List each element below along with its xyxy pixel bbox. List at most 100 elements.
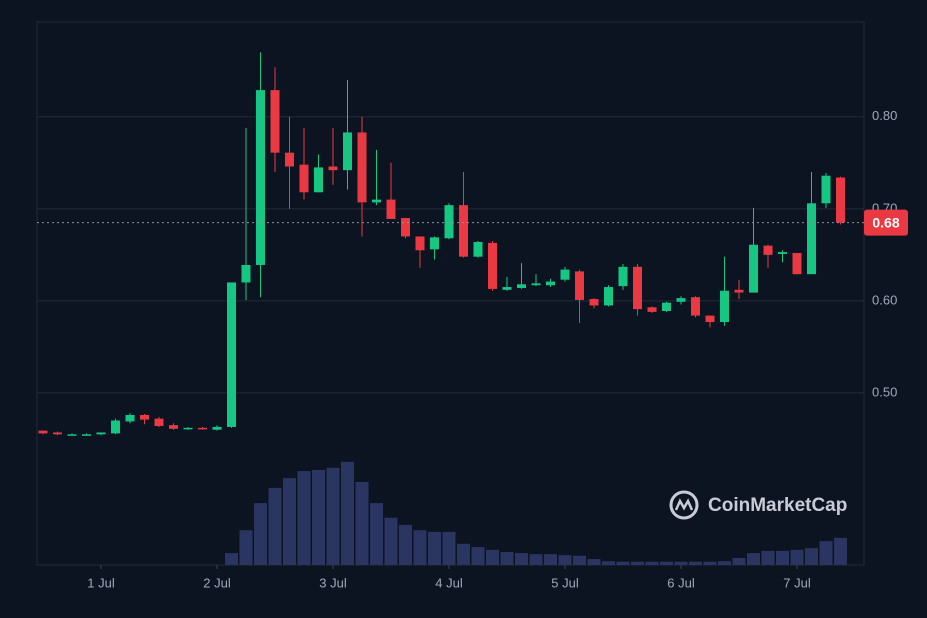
candle-body [328, 166, 338, 171]
candle-body [836, 177, 845, 223]
volume-bar [761, 550, 775, 565]
x-tick-label: 3 Jul [319, 575, 347, 590]
candle-body [285, 152, 294, 167]
candle-body [459, 205, 468, 257]
candle-body [749, 244, 758, 293]
volume-bar [225, 553, 238, 565]
candle-body [38, 430, 48, 434]
volume-bar [776, 550, 789, 565]
candle-body [227, 282, 236, 427]
watermark-logo-mark [674, 498, 694, 511]
watermark: CoinMarketCap [708, 495, 847, 516]
candle-body [560, 269, 570, 280]
candle-body [778, 252, 787, 254]
candle-body [517, 284, 526, 288]
volume-bar [558, 555, 572, 565]
volume-bar [718, 561, 731, 565]
candle-body [720, 290, 729, 323]
volume-bar [413, 530, 427, 565]
x-tick-label: 2 Jul [203, 575, 231, 590]
candle-body [502, 287, 512, 290]
y-tick-label: 0.80 [872, 108, 897, 123]
watermark-group: CoinMarketCap [669, 490, 847, 520]
candle-body [299, 164, 309, 193]
axis-layer: 0.500.600.700.801 Jul 2 Jul 3 Jul 4 Jul 5 Ju… [37, 108, 908, 590]
candle-layer [38, 52, 845, 436]
volume-bar [631, 561, 644, 565]
candle-body [256, 90, 265, 265]
candle-body [53, 432, 62, 435]
volume-bar [834, 537, 847, 565]
candle-body [372, 199, 381, 203]
candle-body [676, 298, 686, 302]
x-tick-label: 1 Jul [87, 575, 115, 590]
volume-bar [805, 548, 818, 565]
volume-bar [645, 561, 659, 565]
volume-bar [573, 555, 586, 565]
candle-body [386, 199, 396, 219]
candle-body [792, 253, 802, 275]
candle-body [807, 203, 816, 275]
volume-bar [457, 543, 470, 565]
candle-body [430, 237, 439, 250]
volume-bar [587, 559, 601, 565]
candle-body [691, 297, 700, 316]
volume-bar [819, 541, 833, 565]
candle-body [357, 132, 367, 203]
candle-body [67, 434, 77, 436]
volume-bar [268, 487, 282, 565]
volume-bar [341, 461, 354, 565]
candle-body [444, 205, 454, 239]
candle-body [734, 289, 744, 293]
volume-bar [355, 481, 369, 565]
candle-body [705, 315, 715, 323]
y-tick-label: 0.60 [872, 292, 897, 307]
candle-body [589, 299, 599, 306]
y-tick-label: 0.50 [872, 384, 897, 399]
volume-bar [254, 503, 267, 565]
volume-bar [384, 517, 398, 565]
candle-body [314, 167, 323, 193]
volume-bar [674, 561, 688, 565]
candle-body [183, 427, 193, 430]
candle-body [821, 175, 831, 204]
volume-bar [500, 551, 514, 565]
candle-body [546, 281, 555, 286]
candle-body [241, 264, 251, 283]
candle-body [763, 245, 773, 255]
candle-body [125, 414, 135, 422]
volume-bar [428, 531, 441, 565]
volume-bar [660, 561, 673, 565]
volume-bar [370, 503, 383, 565]
volume-layer [225, 461, 847, 565]
candle-body [488, 242, 497, 289]
price-label: 0.68 [872, 214, 899, 230]
volume-bar [602, 561, 615, 565]
volume-bar [239, 530, 253, 565]
x-tick-label: 7 Jul [783, 575, 811, 590]
volume-bar [790, 549, 804, 565]
volume-bar [312, 469, 325, 565]
volume-bar [442, 531, 456, 565]
candle-body [473, 241, 483, 257]
candle-body [212, 426, 222, 430]
volume-bar [616, 561, 630, 565]
watermark-logo [669, 490, 699, 520]
candle-body [662, 302, 671, 311]
candle-body [96, 432, 106, 435]
volume-bar [689, 561, 702, 565]
price-label-bg [864, 209, 908, 236]
x-tick-label: 4 Jul [435, 575, 463, 590]
candle-body [270, 90, 280, 153]
candle-body [140, 414, 149, 420]
volume-bar [399, 524, 412, 565]
candle-body [647, 307, 657, 312]
volume-bar [486, 549, 499, 565]
volume-bar [544, 554, 557, 565]
x-tick-label: 6 Jul [667, 575, 695, 590]
candle-body [111, 420, 120, 434]
volume-bar [283, 478, 296, 565]
volume-bar [747, 553, 760, 565]
